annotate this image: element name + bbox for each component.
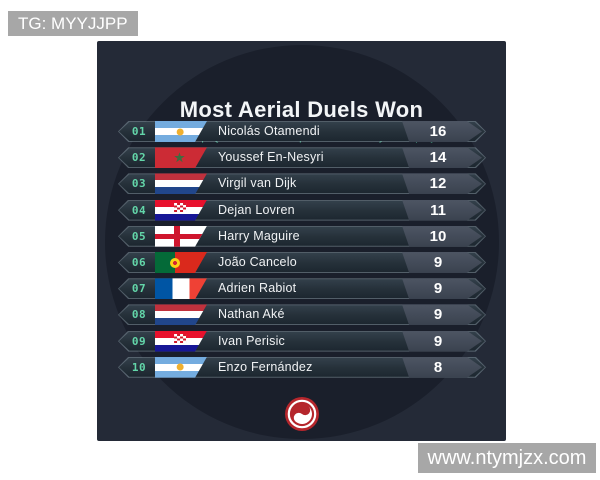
player-name: João Cancelo (218, 255, 297, 269)
value-badge: 11 (402, 199, 482, 221)
flag-netherlands-icon (155, 173, 207, 194)
flag-croatia-icon (155, 200, 207, 221)
leaderboard-row: 08 Nathan Aké 9 (118, 304, 486, 326)
row-background (119, 253, 485, 272)
value-label: 10 (429, 227, 447, 245)
player-name: Nathan Aké (218, 307, 285, 322)
value-badge: 10 (402, 225, 482, 247)
page-title: Most Aerial Duels Won (179, 97, 424, 122)
value-label: 12 (429, 175, 447, 193)
value-badge: 9 (402, 278, 482, 300)
value-badge: 9 (402, 304, 482, 326)
data-provider-logo-icon (284, 397, 319, 431)
leaderboard-row: 05 Harry Maguire 10 (118, 225, 486, 247)
flag-croatia-icon (155, 331, 207, 352)
rank-label: 05 (131, 229, 147, 243)
rank-label: 06 (131, 256, 147, 269)
value-label: 16 (429, 123, 447, 140)
leaderboard-row: 07 Adrien Rabiot 9 (118, 278, 486, 300)
player-name: Nicolás Otamendi (218, 124, 320, 138)
website-watermark: www.ntymjzx.com (418, 443, 596, 473)
value-label: 9 (433, 306, 443, 324)
infographic-panel: Most Aerial Duels Won World Cup Quarter-… (97, 41, 506, 441)
rank-label: 07 (131, 282, 147, 296)
value-badge: 16 (402, 121, 482, 142)
rank-label: 08 (131, 308, 147, 322)
row-background (119, 331, 485, 351)
flag-morocco-icon (155, 147, 207, 168)
leaderboard-row: 03 Virgil van Dijk 12 (118, 173, 486, 195)
value-label: 9 (433, 254, 443, 271)
value-badge: 12 (402, 173, 482, 195)
rank-label: 03 (131, 177, 147, 191)
leaderboard-row: 04 Dejan Lovren 11 (118, 199, 486, 221)
leaderboard: 01 Nicolás Otamendi 16 02 Youssef En-Nes… (97, 41, 506, 441)
value-label: 11 (430, 201, 446, 219)
player-name: Youssef En-Nesyri (218, 150, 324, 165)
rank-label: 01 (131, 125, 147, 138)
leaderboard-row: 10 Enzo Fernández 8 (118, 356, 486, 378)
leaderboard-row: 06 João Cancelo 9 (118, 252, 486, 273)
player-name: Adrien Rabiot (218, 281, 297, 296)
flag-france-icon (155, 278, 207, 299)
row-background (119, 200, 485, 220)
row-background (119, 148, 485, 168)
row-background (119, 174, 485, 194)
leaderboard-row: 09 Ivan Perisic 9 (118, 330, 486, 352)
value-label: 9 (433, 332, 443, 350)
flag-argentina-icon (155, 121, 207, 142)
rank-label: 02 (131, 151, 147, 165)
player-name: Enzo Fernández (218, 359, 313, 374)
rank-label: 09 (131, 334, 147, 348)
value-badge: 9 (402, 252, 482, 273)
value-label: 14 (429, 149, 447, 167)
player-name: Harry Maguire (218, 228, 300, 243)
value-label: 8 (433, 358, 443, 376)
player-name: Dejan Lovren (218, 202, 295, 217)
leaderboard-row: 01 Nicolás Otamendi 16 (118, 121, 486, 142)
row-background (119, 279, 485, 299)
rank-label: 04 (131, 203, 147, 217)
row-background (119, 357, 485, 377)
leaderboard-row: 02 Youssef En-Nesyri 14 (118, 147, 486, 169)
player-name: Virgil van Dijk (218, 176, 297, 191)
telegram-watermark: TG: MYYJJPP (8, 11, 138, 36)
flag-england-icon (155, 226, 207, 247)
flag-portugal-icon (155, 252, 207, 273)
value-label: 9 (433, 280, 443, 298)
value-badge: 8 (402, 356, 482, 378)
flag-argentina-icon (155, 357, 207, 378)
player-name: Ivan Perisic (218, 333, 286, 348)
rank-label: 10 (131, 360, 147, 374)
row-background (119, 226, 485, 246)
row-background (119, 305, 485, 325)
value-badge: 9 (402, 330, 482, 352)
value-badge: 14 (402, 147, 482, 169)
flag-netherlands-icon (155, 304, 207, 325)
row-background (119, 122, 485, 141)
